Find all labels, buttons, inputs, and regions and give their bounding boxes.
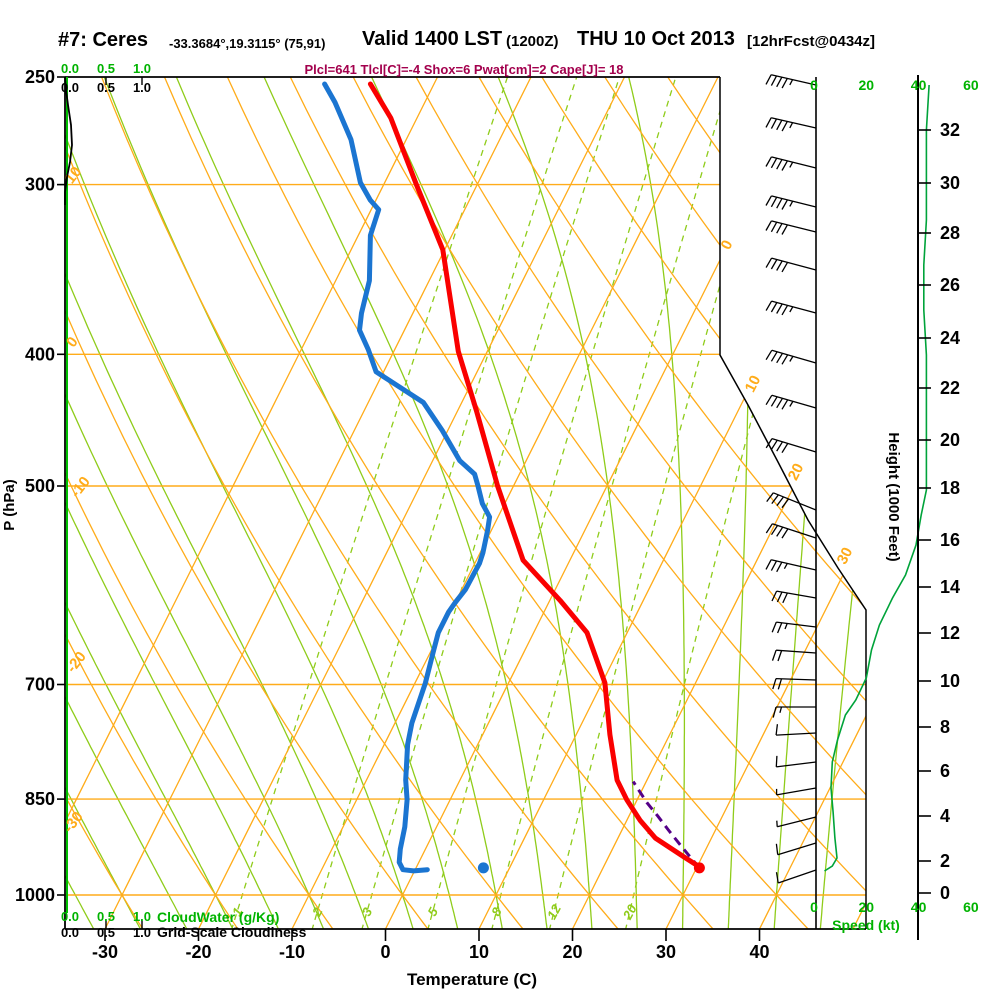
svg-text:32: 32 [940, 120, 960, 140]
svg-text:12: 12 [544, 901, 564, 921]
cloudiness-profile [64, 76, 73, 205]
svg-text:0.0: 0.0 [61, 61, 79, 76]
svg-text:10: 10 [742, 373, 765, 396]
svg-text:14: 14 [940, 577, 960, 597]
valid-time: Valid 1400 LST [362, 28, 503, 50]
svg-text:Grid-Scale Cloudiness: Grid-Scale Cloudiness [157, 924, 307, 940]
svg-text:40: 40 [911, 899, 927, 915]
svg-text:Height (1000 Feet): Height (1000 Feet) [885, 432, 902, 561]
svg-text:3: 3 [359, 904, 376, 918]
svg-text:-10: -10 [67, 473, 94, 501]
svg-text:1.0: 1.0 [133, 61, 151, 76]
svg-text:28: 28 [940, 223, 960, 243]
svg-text:20: 20 [619, 901, 640, 922]
svg-text:Speed (kt): Speed (kt) [832, 917, 900, 933]
svg-text:0: 0 [940, 883, 950, 903]
surface-dewpoint-dot [477, 862, 489, 874]
sounding-parameters: Plcl=641 Tlcl[C]=-4 Shox=6 Pwat[cm]=2 Ca… [304, 62, 624, 77]
svg-text:-20: -20 [185, 942, 211, 962]
svg-text:0.0: 0.0 [61, 80, 79, 95]
svg-text:850: 850 [25, 789, 55, 809]
svg-text:P (hPa): P (hPa) [1, 479, 18, 530]
svg-text:0: 0 [63, 334, 82, 351]
svg-text:700: 700 [25, 675, 55, 695]
svg-text:5: 5 [424, 904, 441, 918]
svg-text:1.0: 1.0 [133, 80, 151, 95]
forecast-hour: [12hrFcst@0434z] [747, 33, 876, 50]
svg-text:10: 10 [940, 671, 960, 691]
svg-text:30: 30 [940, 173, 960, 193]
svg-text:4: 4 [940, 806, 950, 826]
svg-text:40: 40 [749, 942, 769, 962]
svg-text:40: 40 [911, 77, 927, 93]
svg-text:20: 20 [859, 899, 875, 915]
svg-text:12: 12 [940, 623, 960, 643]
svg-text:1.0: 1.0 [133, 925, 151, 940]
svg-text:0.5: 0.5 [97, 80, 115, 95]
svg-text:-10: -10 [279, 942, 305, 962]
svg-text:8: 8 [488, 904, 505, 918]
wind-speed-curve [824, 84, 930, 872]
svg-text:6: 6 [940, 761, 950, 781]
valid-time-z: (1200Z) [506, 33, 559, 50]
svg-text:-30: -30 [92, 942, 118, 962]
svg-text:20: 20 [562, 942, 582, 962]
svg-text:300: 300 [25, 175, 55, 195]
svg-text:20: 20 [785, 461, 808, 484]
svg-text:26: 26 [940, 275, 960, 295]
svg-text:60: 60 [963, 77, 979, 93]
svg-text:CloudWater (g/Kg): CloudWater (g/Kg) [157, 909, 279, 925]
svg-text:30: 30 [834, 545, 857, 568]
svg-text:10: 10 [469, 942, 489, 962]
svg-text:0.5: 0.5 [97, 909, 115, 924]
svg-text:16: 16 [940, 530, 960, 550]
svg-text:20: 20 [859, 77, 875, 93]
parcel-path [631, 780, 701, 869]
svg-text:20: 20 [940, 430, 960, 450]
valid-date: THU 10 Oct 2013 [577, 28, 735, 50]
station-coordinates: -33.3684°,19.3115° (75,91) [169, 36, 326, 51]
svg-text:-30: -30 [60, 808, 87, 836]
svg-text:1.0: 1.0 [133, 909, 151, 924]
station-title: #7: Ceres [58, 29, 149, 51]
dry-adiabats [65, 77, 866, 929]
svg-text:8: 8 [940, 717, 950, 737]
pressure-lines [65, 183, 866, 896]
svg-text:0: 0 [810, 77, 818, 93]
svg-text:10: 10 [62, 163, 86, 187]
svg-text:2: 2 [940, 851, 950, 871]
svg-text:0: 0 [810, 899, 818, 915]
dewpoint-curve [322, 81, 493, 874]
sounding-curves [322, 81, 705, 874]
svg-text:0.0: 0.0 [61, 909, 79, 924]
svg-text:24: 24 [940, 328, 960, 348]
svg-text:0.5: 0.5 [97, 925, 115, 940]
svg-text:500: 500 [25, 476, 55, 496]
svg-text:0.0: 0.0 [61, 925, 79, 940]
svg-text:400: 400 [25, 344, 55, 364]
svg-text:0.5: 0.5 [97, 61, 115, 76]
svg-text:30: 30 [656, 942, 676, 962]
temperature-curve [367, 81, 702, 870]
svg-text:22: 22 [940, 378, 960, 398]
wind-barbs [765, 74, 930, 929]
svg-text:250: 250 [25, 67, 55, 87]
surface-temperature-dot [693, 862, 705, 874]
svg-text:18: 18 [940, 478, 960, 498]
svg-text:60: 60 [963, 899, 979, 915]
svg-text:Temperature (C): Temperature (C) [407, 970, 537, 989]
svg-text:1000: 1000 [15, 885, 55, 905]
svg-text:0: 0 [380, 942, 390, 962]
